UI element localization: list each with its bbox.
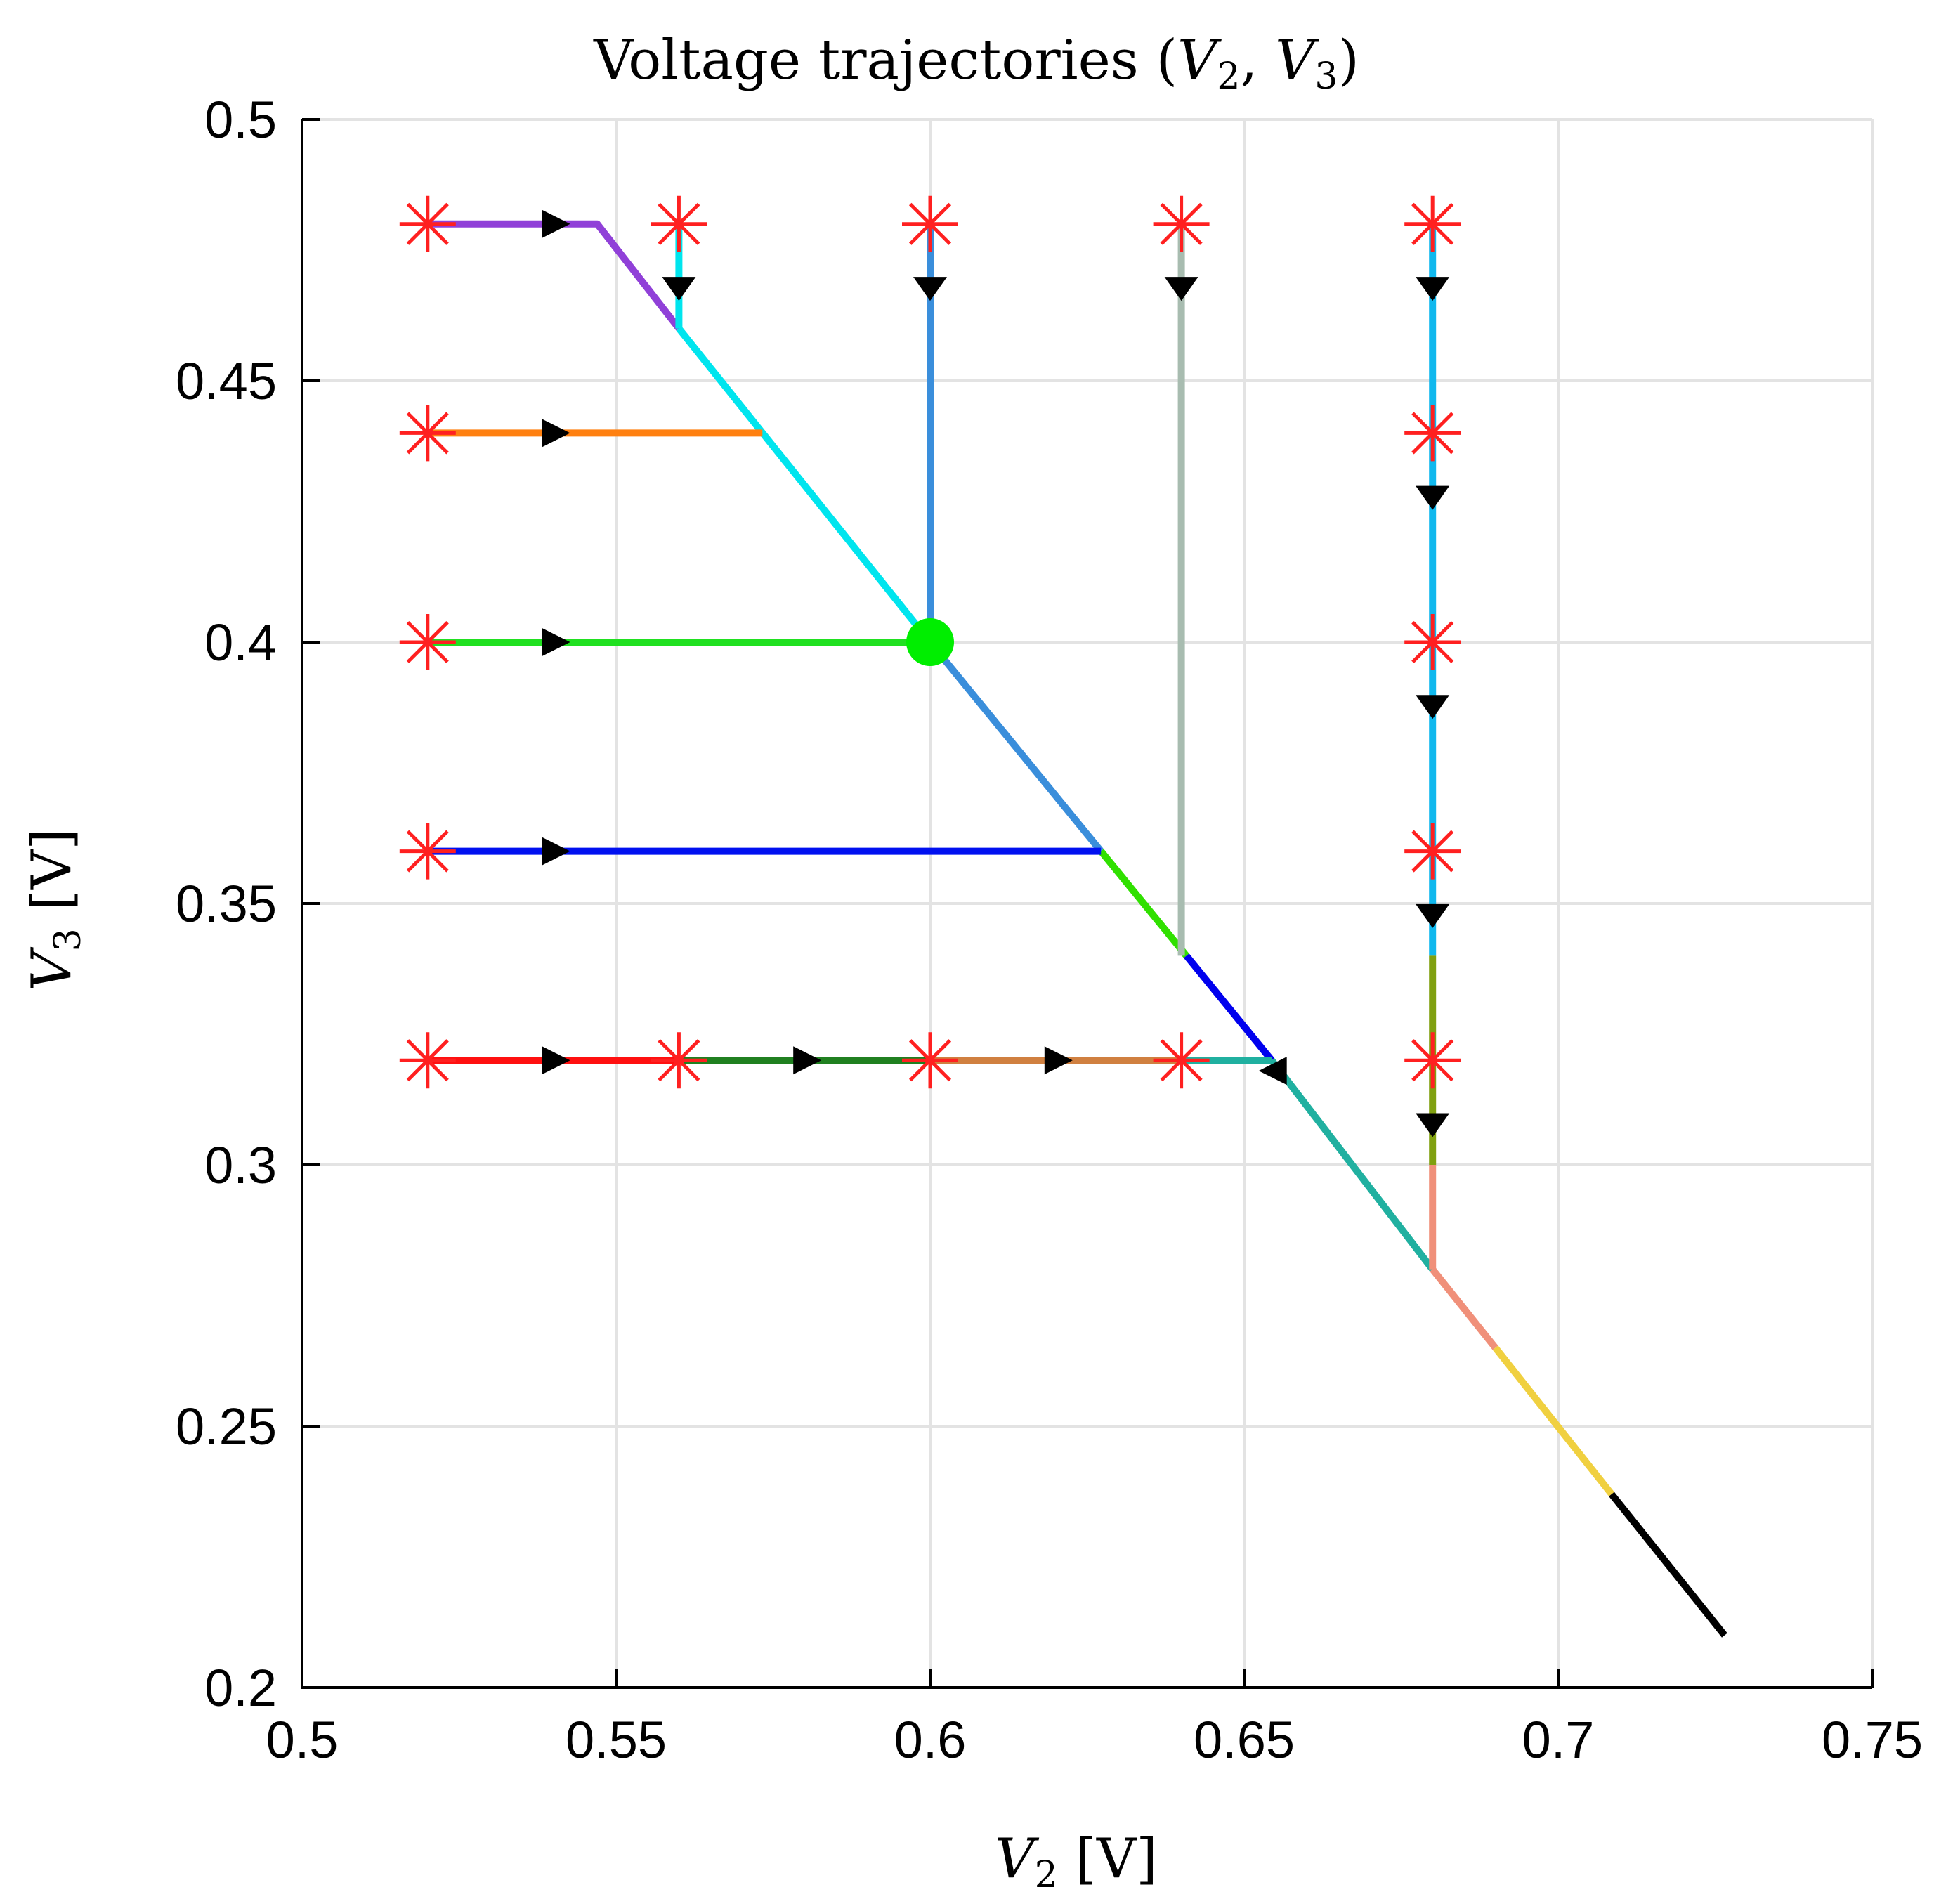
direction-arrows xyxy=(542,209,1450,1137)
arrow-marker xyxy=(542,1046,570,1075)
start-marker-stroke xyxy=(658,202,700,245)
start-marker-stroke xyxy=(1160,202,1203,245)
start-point-marker xyxy=(399,614,456,670)
start-point-marker xyxy=(399,823,456,880)
grid xyxy=(302,118,1874,1688)
start-point-marker xyxy=(1153,1032,1210,1089)
start-marker-stroke xyxy=(658,1039,700,1082)
start-point-marker xyxy=(1404,405,1461,462)
start-point-marker xyxy=(1404,195,1461,252)
start-marker-stroke xyxy=(1160,1039,1203,1082)
trajectories xyxy=(427,220,1727,1638)
chart-title: Voltage trajectories (V2, V3) xyxy=(593,29,1359,98)
start-point-marker xyxy=(1404,614,1461,670)
y-axis-label: V3 [V] xyxy=(20,828,89,991)
start-point-marker xyxy=(902,195,958,252)
start-marker-stroke xyxy=(406,412,449,455)
y-tick-label: 0.5 xyxy=(204,91,277,149)
start-marker-stroke xyxy=(1411,830,1454,873)
x-tick-label: 0.65 xyxy=(1194,1711,1295,1769)
start-marker-stroke xyxy=(406,202,449,245)
start-markers xyxy=(399,195,1461,1089)
start-marker-stroke xyxy=(908,1039,952,1082)
arrow-marker xyxy=(542,837,570,866)
arrow-marker xyxy=(1044,1046,1073,1075)
x-axis-label: V2 [V] xyxy=(995,1827,1157,1896)
start-marker-stroke xyxy=(406,1039,449,1082)
equilibrium-point xyxy=(906,618,954,666)
arrow-marker xyxy=(542,628,570,656)
x-tick-label: 0.75 xyxy=(1822,1711,1923,1769)
arrow-marker xyxy=(1416,1113,1450,1137)
tick-labels: 0.5 0.55 0.6 0.65 0.7 0.75 0.2 0.25 0.3 0.35 0.4 0.… xyxy=(176,91,1923,1769)
trajectory-diagonal-black xyxy=(1609,1492,1727,1638)
y-tick-label: 0.2 xyxy=(204,1659,277,1717)
x-tick-label: 0.6 xyxy=(894,1711,967,1769)
arrow-marker xyxy=(662,277,696,301)
start-point-marker xyxy=(399,1032,456,1089)
arrow-marker xyxy=(1416,277,1450,301)
start-marker-stroke xyxy=(406,620,449,664)
axes xyxy=(301,118,1874,1689)
trajectory-diagonal-green xyxy=(1098,849,1189,958)
y-tick-label: 0.45 xyxy=(176,352,277,410)
arrow-marker xyxy=(793,1046,822,1075)
start-marker-stroke xyxy=(1411,620,1454,664)
start-marker-stroke xyxy=(908,202,952,245)
trajectory-diagonal-yellow xyxy=(1492,1345,1614,1496)
x-tick-label: 0.5 xyxy=(266,1711,339,1769)
trajectory-diagonal-salmon xyxy=(1430,1267,1498,1350)
equilibrium-layer xyxy=(906,618,954,666)
arrow-marker xyxy=(1164,277,1198,301)
trajectory-diagonal-mid xyxy=(927,639,1104,854)
trajectory-diagonal-teal xyxy=(1269,1058,1436,1272)
arrow-marker xyxy=(1416,903,1450,928)
y-tick-label: 0.35 xyxy=(176,875,277,933)
arrow-marker xyxy=(542,419,570,448)
arrow-marker xyxy=(1416,695,1450,719)
start-point-marker xyxy=(1404,823,1461,880)
arrow-marker xyxy=(913,277,947,301)
start-point-marker xyxy=(651,195,707,252)
x-tick-label: 0.7 xyxy=(1522,1711,1595,1769)
arrow-marker xyxy=(1416,485,1450,510)
trajectory-diagonal-blue xyxy=(1183,953,1275,1063)
start-marker-stroke xyxy=(1411,202,1454,245)
start-point-marker xyxy=(651,1032,707,1089)
start-point-marker xyxy=(399,405,456,462)
start-point-marker xyxy=(1404,1032,1461,1089)
start-marker-stroke xyxy=(1411,1039,1454,1082)
start-point-marker xyxy=(1153,195,1210,252)
y-tick-label: 0.25 xyxy=(176,1397,277,1456)
start-point-marker xyxy=(399,195,456,252)
arrow-marker xyxy=(542,209,570,238)
start-point-marker xyxy=(902,1032,958,1089)
start-marker-stroke xyxy=(1411,412,1454,455)
trajectory-diagonal-upper xyxy=(676,326,933,645)
trajectory-traj-purple xyxy=(427,220,682,331)
y-tick-label: 0.4 xyxy=(204,613,277,672)
arrow-marker xyxy=(1258,1057,1287,1085)
y-tick-label: 0.3 xyxy=(204,1136,277,1194)
x-tick-label: 0.55 xyxy=(566,1711,667,1769)
start-marker-stroke xyxy=(406,830,449,873)
